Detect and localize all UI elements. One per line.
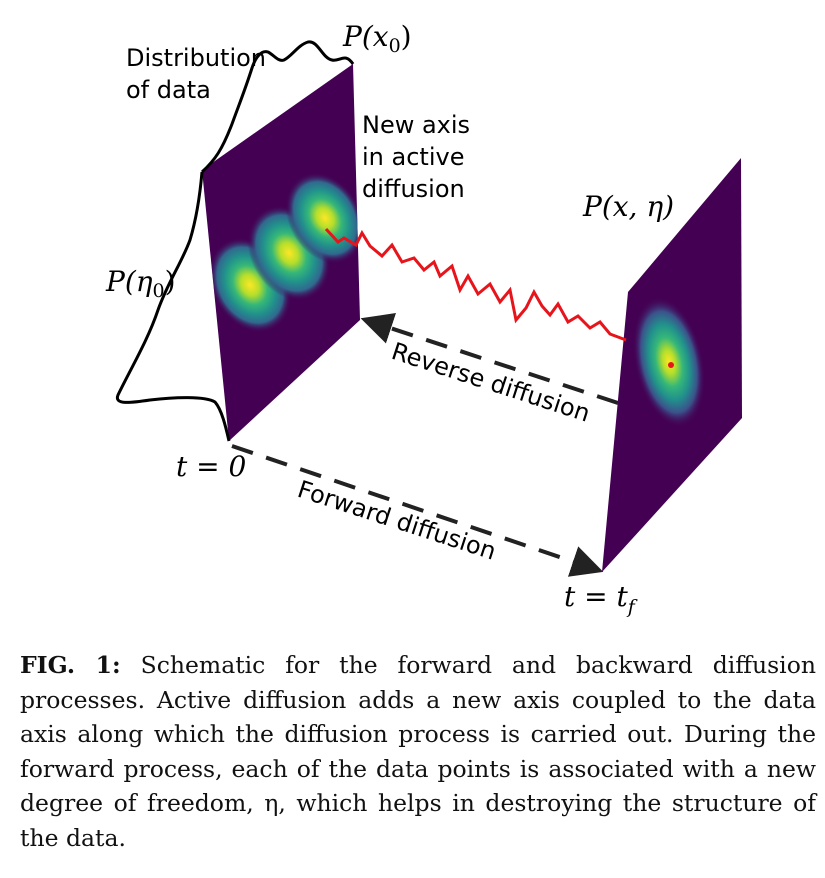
caption-label: FIG. 1:: [20, 651, 121, 679]
label-distribution-line2: of data: [126, 76, 211, 104]
data-panel-t0: [202, 64, 360, 441]
heatmap-blob: [633, 297, 705, 427]
label-forward-diffusion: Forward diffusion: [294, 475, 499, 566]
trajectory-endpoint: [668, 362, 674, 368]
label-tf: t = tf: [564, 580, 638, 618]
distribution-curve-eta: [115, 171, 231, 442]
label-new-axis-line3: diffusion: [362, 175, 465, 203]
figure-caption: FIG. 1: Schematic for the forward and ba…: [20, 648, 816, 856]
label-t0: t = 0: [176, 450, 246, 483]
label-reverse-diffusion: Reverse diffusion: [388, 337, 593, 428]
label-p-eta0: P(η0): [105, 265, 176, 302]
label-distribution-line1: Distribution: [126, 44, 266, 72]
label-new-axis-line1: New axis: [362, 111, 470, 139]
diffusion-schematic: Distribution of data P(x0) P(η0) New axi…: [105, 20, 742, 618]
active-diffusion-trajectory: [324, 227, 627, 342]
caption-text: Schematic for the forward and backward d…: [20, 651, 816, 852]
heatmap-blob: [285, 172, 360, 264]
data-panel-tf: [602, 158, 742, 572]
label-p-x-eta: P(x, η): [582, 190, 674, 223]
label-p-x0: P(x0): [342, 20, 412, 57]
distribution-curve-x: [200, 40, 355, 174]
label-new-axis-line2: in active: [362, 143, 464, 171]
reverse-diffusion-arrow: [360, 313, 619, 405]
forward-diffusion-arrow: [231, 444, 604, 577]
